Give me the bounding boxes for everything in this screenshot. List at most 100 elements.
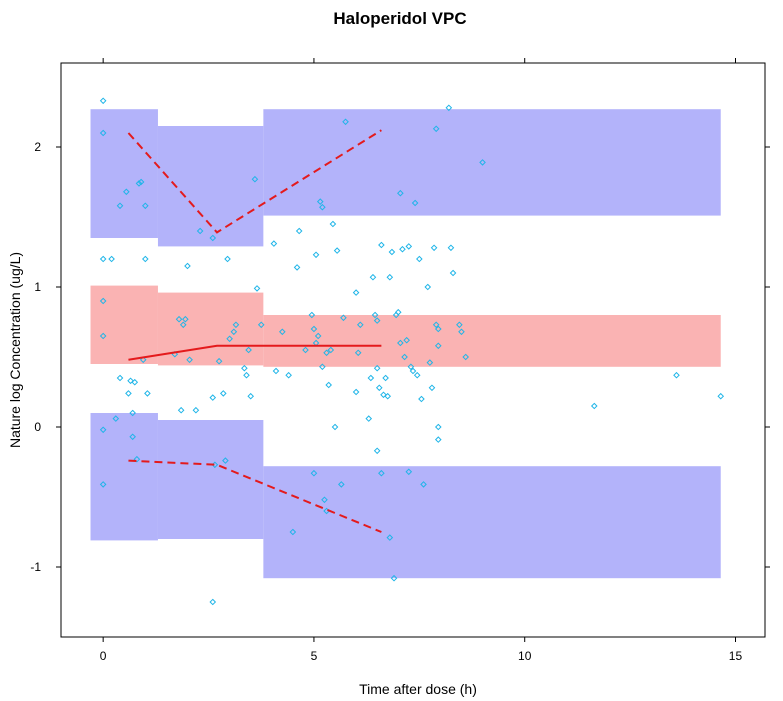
data-point-31 [186, 356, 193, 364]
data-point-24 [144, 390, 151, 397]
data-point-114 [416, 255, 423, 263]
data-point-103 [397, 339, 404, 347]
data-point-21 [139, 356, 147, 364]
data-point-123 [434, 325, 442, 333]
data-point-39 [219, 390, 227, 397]
data-point-56 [293, 264, 301, 271]
data-point-97 [386, 273, 394, 281]
median-band-segment-1 [90, 285, 158, 364]
x-tick-label-0: 0 [100, 649, 107, 663]
data-point-2 [99, 129, 107, 137]
data-point-86 [369, 273, 377, 281]
data-point-55 [285, 371, 292, 379]
data-point-60 [308, 311, 316, 319]
data-point-94 [380, 391, 387, 399]
data-point-65 [314, 332, 322, 340]
data-point-10 [116, 202, 124, 210]
data-point-5 [99, 332, 107, 340]
data-point-134 [590, 402, 598, 410]
data-point-12 [123, 188, 130, 196]
data-point-48 [247, 392, 255, 400]
data-point-3 [99, 255, 107, 263]
data-point-8 [108, 255, 115, 263]
data-point-76 [333, 247, 341, 254]
x-tick-label-5: 5 [311, 649, 318, 663]
data-point-87 [371, 311, 379, 319]
data-point-47 [245, 346, 252, 354]
data-point-83 [356, 321, 364, 329]
data-point-112 [411, 199, 419, 207]
data-point-17 [131, 378, 139, 386]
data-point-64 [312, 251, 320, 259]
x-axis: 0 5 10 15 [100, 58, 743, 663]
observed-p95-line [127, 129, 382, 234]
data-point-61 [310, 325, 318, 333]
data-point-42 [226, 335, 233, 343]
data-point-77 [338, 481, 345, 488]
data-point-29 [182, 315, 189, 323]
data-point-122 [432, 321, 440, 329]
data-point-118 [426, 359, 434, 366]
data-point-129 [449, 269, 457, 277]
data-point-59 [302, 346, 309, 354]
y-tick-label-1: 1 [34, 280, 41, 294]
x-tick-label-15: 15 [729, 649, 743, 663]
data-point-6 [99, 426, 107, 434]
data-point-100 [390, 574, 398, 582]
data-point-125 [434, 423, 442, 431]
lower-band-segment-1 [90, 413, 158, 541]
data-point-45 [241, 364, 248, 372]
data-point-46 [243, 371, 250, 379]
data-point-7 [99, 481, 107, 488]
data-point-111 [409, 367, 417, 375]
data-point-43 [230, 328, 238, 336]
data-point-89 [373, 364, 381, 372]
data-point-44 [232, 321, 240, 329]
data-point-27 [177, 406, 185, 414]
data-point-106 [401, 353, 408, 361]
data-point-95 [382, 374, 389, 382]
median-band-segment-3 [263, 315, 721, 367]
y-axis-label: Nature log Concentration (ug/L) [7, 252, 23, 448]
data-point-120 [430, 244, 438, 252]
data-point-62 [310, 469, 318, 477]
data-point-41 [224, 255, 231, 263]
data-point-102 [394, 308, 402, 316]
data-point-51 [257, 321, 265, 329]
chart-title: Haloperidol VPC [333, 9, 466, 28]
data-point-99 [388, 248, 396, 256]
data-point-135 [673, 371, 680, 379]
data-point-14 [127, 377, 134, 385]
data-point-79 [342, 118, 349, 126]
data-point-16 [129, 433, 136, 441]
data-point-11 [116, 374, 124, 382]
data-point-26 [175, 315, 183, 323]
data-point-92 [378, 241, 385, 249]
observed-points [99, 97, 725, 606]
data-point-124 [434, 342, 442, 350]
data-point-113 [413, 371, 421, 379]
data-point-98 [386, 534, 394, 541]
data-point-67 [319, 203, 326, 211]
y-axis: -1 0 1 2 [30, 140, 770, 574]
data-point-82 [354, 349, 362, 357]
data-point-88 [373, 317, 381, 324]
data-point-37 [209, 234, 217, 242]
data-point-73 [327, 346, 335, 354]
data-point-50 [253, 285, 261, 292]
data-point-136 [717, 392, 725, 400]
data-point-78 [340, 314, 347, 322]
data-point-80 [352, 289, 360, 296]
data-point-109 [405, 468, 413, 476]
data-point-93 [378, 469, 385, 477]
median-band-segment-2 [157, 292, 264, 366]
data-point-23 [142, 202, 149, 210]
data-point-52 [270, 240, 278, 247]
data-point-36 [209, 598, 217, 606]
y-tick-label-2: 2 [34, 140, 41, 154]
data-point-4 [99, 297, 107, 305]
data-point-91 [375, 384, 383, 392]
upper-band-segment-3 [263, 109, 721, 216]
data-point-53 [272, 367, 280, 375]
